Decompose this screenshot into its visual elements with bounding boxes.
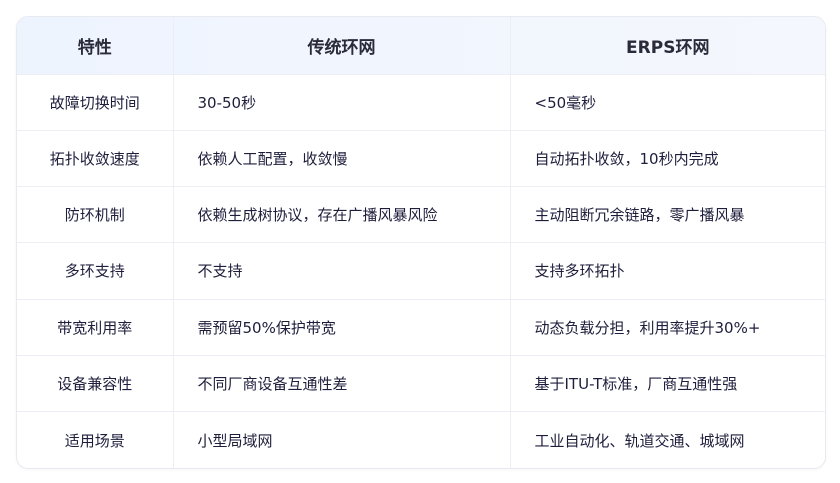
erps-cell: 工业自动化、轨道交通、城域网: [534, 431, 745, 450]
traditional-cell: 需预留50%保护带宽: [173, 299, 511, 356]
erps-cell: 主动阻断冗余链路，零广播风暴: [510, 186, 825, 244]
traditional-cell: 不支持: [173, 242, 511, 300]
table-header-row: 特性 传统环网 ERPS环网: [17, 17, 825, 75]
feature-cell: 故障切换时间: [17, 74, 174, 131]
header-traditional-ring: 传统环网: [173, 17, 511, 75]
comparison-table-container: 特性 传统环网 ERPS环网 故障切换时间 30-50秒 <50毫秒 拓扑收敛速度 依赖…: [16, 16, 826, 469]
feature-cell: 拓扑收敛速度: [17, 130, 174, 188]
feature-cell: 设备兼容性: [17, 355, 174, 413]
feature-cell: 适用场景: [17, 411, 174, 468]
erps-cell: 基于ITU-T标准，厂商互通性强: [510, 355, 825, 413]
erps-cell: 动态负载分担，利用率提升30%+: [510, 299, 825, 356]
table-row: 防环机制 依赖生成树协议，存在广播风暴风险 主动阻断冗余链路，零广播风暴: [17, 186, 825, 244]
comparison-table: 特性 传统环网 ERPS环网 故障切换时间 30-50秒 <50毫秒 拓扑收敛速度 依赖…: [17, 17, 825, 468]
erps-cell: 自动拓扑收敛，10秒内完成: [510, 130, 825, 188]
header-erps-ring: ERPS环网: [510, 17, 825, 75]
traditional-cell: 小型局域网: [173, 411, 511, 468]
table-row: 故障切换时间 30-50秒 <50毫秒: [17, 74, 825, 131]
table-row: 设备兼容性 不同厂商设备互通性差 基于ITU-T标准，厂商互通性强: [17, 355, 825, 413]
table-row: 拓扑收敛速度 依赖人工配置，收敛慢 自动拓扑收敛，10秒内完成: [17, 130, 825, 188]
header-feature: 特性: [17, 17, 174, 75]
erps-cell: <50毫秒: [510, 74, 825, 131]
traditional-cell: 依赖人工配置，收敛慢: [173, 130, 511, 188]
table-row: 多环支持 不支持 支持多环拓扑: [17, 242, 825, 300]
traditional-cell: 依赖生成树协议，存在广播风暴风险: [173, 186, 511, 244]
feature-cell: 多环支持: [17, 242, 174, 300]
traditional-cell: 30-50秒: [173, 74, 511, 131]
erps-cell: 支持多环拓扑: [510, 242, 825, 300]
traditional-cell: 不同厂商设备互通性差: [173, 355, 511, 413]
table-row: 适用场景 小型局域网 工业自动化、轨道交通、城域网: [17, 411, 825, 468]
feature-cell: 带宽利用率: [17, 299, 174, 356]
feature-cell: 防环机制: [17, 186, 174, 244]
table-row: 带宽利用率 需预留50%保护带宽 动态负载分担，利用率提升30%+: [17, 299, 825, 356]
